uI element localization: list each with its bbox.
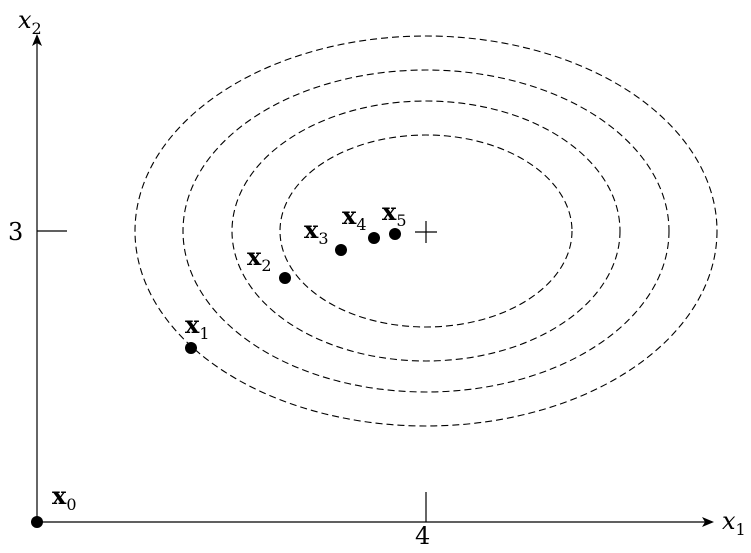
y-axis-label-base: x [18,6,32,34]
minimum-plus-marker [415,221,437,243]
iterate-label-x5: x5 [382,197,407,230]
y-axis-label: x2 [18,6,42,38]
iterate-point-x3 [335,244,347,256]
iterate-label-x0: x0 [52,481,77,514]
iterate-label-x3: x3 [304,215,329,248]
contour-ellipse-inner [279,134,573,328]
x-axis-label-sub: 1 [736,520,746,539]
iterate-points [31,228,401,528]
iterate-point-x4 [368,232,380,244]
iterate-point-x0 [31,516,43,528]
contour-ellipse-2 [231,100,621,362]
x-tick-label: 4 [415,522,430,548]
iterate-point-x5 [389,228,401,240]
contour-group [134,35,718,427]
y-axis-label-sub: 2 [32,19,42,38]
iterate-point-x1 [185,342,197,354]
iterate-label-x1: x1 [185,310,210,343]
x-axis-label: x1 [722,507,746,539]
y-tick-label: 3 [8,218,23,246]
iterate-label-x4: x4 [342,201,367,234]
contour-ellipse-outer [134,35,718,427]
iterate-point-x2 [279,272,291,284]
x-axis-label-base: x [722,507,736,535]
contour-ellipse-3 [182,69,670,393]
iterate-label-x2: x2 [247,242,272,275]
